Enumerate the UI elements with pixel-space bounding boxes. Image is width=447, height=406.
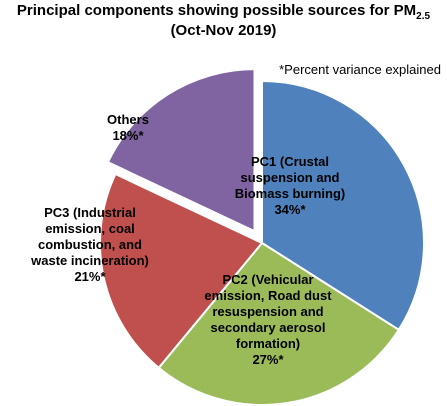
category-label: PC3 (Industrial emission, coal combustio… [31,205,149,268]
annotation: *Percent variance explained [279,62,441,77]
slice-label: Others 18%* [88,112,168,144]
category-label: Others [107,112,149,127]
slice-label: PC3 (Industrial emission, coal combustio… [28,205,153,285]
pie-slice [99,172,264,370]
slice-label: PC2 (Vehicular emission, Road dust resus… [198,272,338,368]
value-label: 18%* [112,128,144,143]
value-label: 21%* [74,269,106,284]
chart-title-line: Principal components showing possible so… [0,2,447,22]
category-label: PC2 (Vehicular emission, Road dust resus… [204,272,332,351]
chart-title: Principal components showing possible so… [16,2,417,19]
category-label: PC1 (Crustal suspension and Biomass burn… [234,154,346,201]
value-label: 34%* [274,202,306,217]
chart-subtitle: (Oct-Nov 2019) [170,22,277,39]
value-label: 27%* [252,352,284,367]
slice-label: PC1 (Crustal suspension and Biomass burn… [225,154,355,218]
pie-slice [106,68,256,233]
title-subscript: 2.5 [416,11,431,22]
pie-slice [157,241,401,406]
